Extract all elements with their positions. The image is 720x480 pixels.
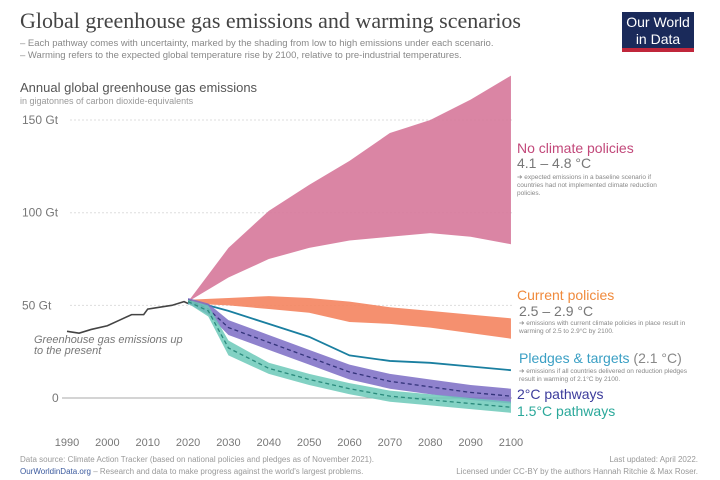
band-1-5-c-pathways [188,299,511,413]
x-tick-label: 1990 [55,437,79,449]
band-current-policies [188,296,511,339]
note-pledges: ➔ emissions if all countries delivered o… [519,368,688,383]
line-pledges-targets [187,302,512,372]
site-description: – Research and data to make progress aga… [91,467,364,476]
x-tick-label: 2000 [95,437,119,449]
warming-pledges: (2.1 °C) [633,350,682,366]
y-tick-label: 150 Gt [22,113,59,127]
label-current-policies: Current policies [517,287,615,303]
x-tick-label: 2050 [297,437,321,449]
band-no-climate-policies [188,75,511,302]
x-tick-label: 2020 [176,437,200,449]
x-tick-label: 2060 [337,437,361,449]
y-tick-label: 0 [52,391,59,405]
y-tick-label: 50 Gt [22,298,52,312]
y-axis-sublabel: in gigatonnes of carbon dioxide-equivale… [20,96,194,106]
logo-line1: Our World [626,14,690,30]
chart-title: Global greenhouse gas emissions and warm… [20,8,521,33]
x-tick-label: 2040 [257,437,281,449]
y-axis-label: Annual global greenhouse gas emissions [20,80,258,95]
last-updated: Last updated: April 2022. [609,455,698,464]
x-tick-label: 2090 [458,437,482,449]
warming-current-policies: 2.5 – 2.9 °C [519,303,594,319]
label-no-policy: No climate policies [517,140,634,156]
y-tick-label: 100 Gt [22,206,59,220]
x-tick-label: 2010 [135,437,159,449]
data-source: Data source: Climate Action Tracker (bas… [20,455,374,464]
x-tick-label: 2100 [499,437,523,449]
owid-link[interactable]: OurWorldinData.org [20,467,91,476]
label-2c: 2°C pathways [517,386,604,402]
note-no-policy: ➔ expected emissions in a baseline scena… [517,174,657,197]
median-1-5-c-pathways [187,301,512,408]
x-tick-label: 2030 [216,437,240,449]
warming-no-policy: 4.1 – 4.8 °C [517,155,592,171]
label-pledges: Pledges & targets [519,350,630,366]
median-2-c-pathways [187,299,512,397]
owid-logo[interactable]: Our World in Data [622,12,694,52]
subtitle-1: – Each pathway comes with uncertainty, m… [20,38,494,49]
x-tick-label: 2070 [378,437,402,449]
note-current-policies: ➔ emissions with current climate policie… [519,320,686,335]
history-line [66,300,189,334]
license: Licensed under CC-BY by the authors Hann… [456,467,698,476]
label-1-5c: 1.5°C pathways [517,403,616,419]
logo-line2: in Data [635,31,681,47]
x-tick-label: 2080 [418,437,442,449]
history-label: Greenhouse gas emissions up to the prese… [34,334,183,357]
subtitle-2: – Warming refers to the expected global … [20,50,462,61]
